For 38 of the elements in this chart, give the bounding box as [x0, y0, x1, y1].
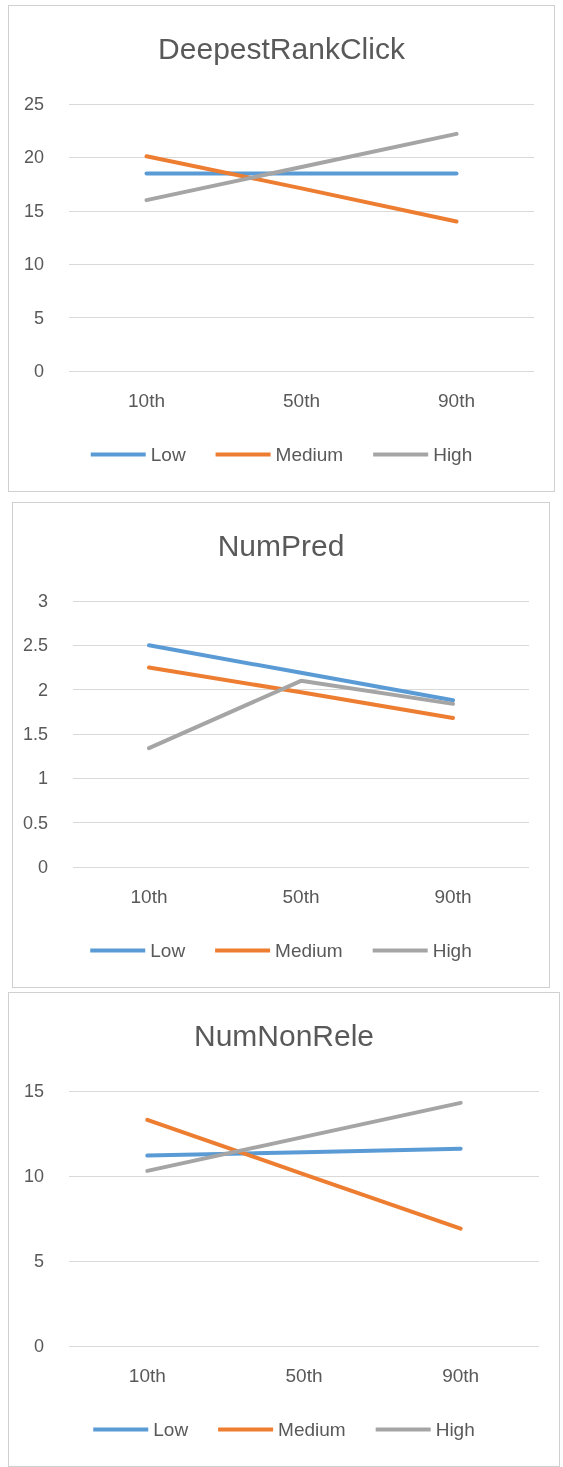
- y-tick-label: 10: [23, 1166, 44, 1186]
- y-tick-label: 20: [23, 147, 44, 168]
- x-tick-label: 90th: [438, 390, 475, 411]
- x-tick-label: 90th: [434, 886, 472, 907]
- chart-title: NumPred: [217, 528, 345, 562]
- x-tick-label: 90th: [442, 1365, 480, 1386]
- y-tick-label: 5: [33, 307, 44, 328]
- y-tick-label: 15: [23, 200, 44, 221]
- y-tick-label: 1: [37, 768, 48, 789]
- y-tick-label: 0.5: [22, 812, 48, 833]
- chart-title: DeepestRankClick: [158, 31, 406, 65]
- x-tick-label: 50th: [282, 886, 320, 907]
- y-tick-label: 0: [33, 1336, 44, 1356]
- legend-label: Low: [153, 1419, 189, 1440]
- legend-label: Medium: [278, 1419, 346, 1440]
- chart-title: NumNonRele: [193, 1018, 375, 1052]
- y-tick-label: 10: [23, 254, 44, 275]
- y-tick-label: 1.5: [22, 724, 48, 744]
- y-tick-label: 15: [23, 1081, 44, 1101]
- y-tick-label: 2: [37, 679, 48, 700]
- x-tick-label: 50th: [283, 390, 320, 411]
- x-tick-label: 10th: [128, 1365, 166, 1386]
- x-tick-label: 10th: [130, 886, 168, 907]
- legend-label: High: [435, 1419, 475, 1440]
- y-tick-label: 25: [23, 94, 44, 114]
- x-tick-label: 50th: [285, 1365, 323, 1386]
- y-tick-label: 0: [37, 857, 48, 877]
- legend-label: Low: [150, 444, 186, 465]
- legend-label: Medium: [275, 940, 343, 961]
- y-tick-label: 2.5: [22, 635, 48, 656]
- legend-label: Low: [150, 940, 186, 961]
- legend-label: Medium: [275, 444, 344, 465]
- y-tick-label: 3: [37, 591, 48, 611]
- legend-label: High: [432, 940, 472, 961]
- legend-label: High: [433, 444, 473, 465]
- y-tick-label: 0: [33, 361, 44, 381]
- y-tick-label: 5: [33, 1251, 44, 1271]
- x-tick-label: 10th: [128, 390, 165, 411]
